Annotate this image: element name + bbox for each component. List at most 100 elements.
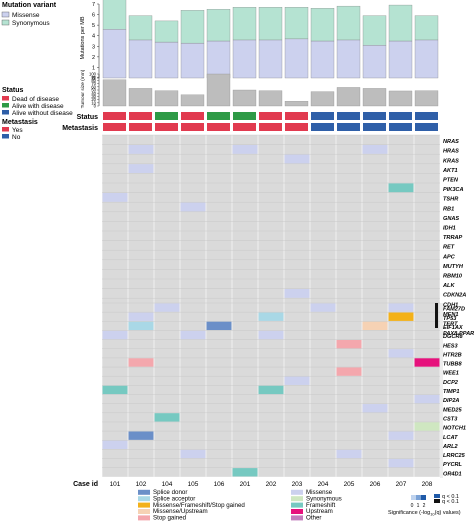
mutations-ytick-label-3: 3	[92, 44, 95, 50]
synonymous-bar-206	[362, 15, 387, 46]
status-row-label: Status	[77, 114, 99, 121]
legend-swatch-upstream	[291, 509, 303, 514]
case-id-102: 102	[136, 481, 147, 488]
case-id-207: 207	[396, 481, 407, 488]
significance-track	[440, 303, 443, 478]
gene-label-tp53: TP53	[443, 316, 457, 322]
cell-arl2-101	[102, 440, 128, 449]
cell-fam27d-104	[154, 303, 180, 312]
gene-label-arl2: ARL2	[442, 444, 458, 450]
missense-bar-206	[362, 45, 387, 79]
case-id-203: 203	[292, 481, 303, 488]
case-id-105: 105	[188, 481, 199, 488]
cell-rb1-105	[180, 202, 206, 212]
no-swatch	[2, 134, 9, 139]
sig-grad-3	[421, 495, 426, 500]
legend-label-splice-acceptor: Splice acceptor	[153, 495, 195, 502]
gene-label-akt1: AKT1	[442, 168, 458, 174]
tumour-bar-206	[362, 88, 387, 107]
mutations-bars	[102, 0, 439, 79]
synonymous-bar-207	[388, 4, 413, 42]
sig-swatch-1	[434, 494, 440, 498]
cell-tshr-101	[102, 193, 128, 202]
cell-tp53-207	[388, 312, 414, 321]
gene-label-lcat: LCAT	[443, 435, 458, 441]
gene-label-hes3: HES3	[443, 343, 459, 349]
status-title: Status	[2, 87, 24, 94]
cell-tp53-202	[258, 312, 284, 321]
cell-cdkn2a-203	[284, 289, 310, 298]
legend-swatch-stop-gained	[138, 515, 150, 521]
mutations-ytick-label-1: 1	[92, 65, 95, 71]
metastasis-cell-207	[389, 123, 412, 131]
mutations-ytick-label-5: 5	[92, 23, 95, 29]
mutations-y-axis: 0 1 2 3 4 5 6 7	[92, 2, 100, 82]
gene-label-fam27d: FAM27D	[443, 307, 465, 313]
cell-fam27d-204	[310, 303, 336, 312]
cell-wee1-205	[336, 367, 362, 376]
missense-bar-105	[180, 42, 205, 79]
gene-label-mutyh: MUTYH	[443, 264, 464, 270]
gene-label-cdh1: CDH1	[443, 302, 458, 308]
clinical-rows: Status Metastasis	[62, 112, 438, 132]
legend-label-missense-frameshift-stop: Missense/Frameshift/Stop gained	[153, 502, 245, 509]
cell-dcp2-203	[284, 376, 310, 385]
missense-bar-207	[388, 40, 413, 79]
cell-akt1-102	[128, 164, 154, 173]
no-label: No	[12, 134, 21, 141]
gene-label-kras: KRAS	[443, 158, 459, 164]
heatmap-bottom: FAM27D TP53 EIF1AX DGCR8 HES3 HTR2B TUBB8 WEE1 D…	[101, 302, 466, 477]
gene-label-med25: MED25	[443, 407, 463, 413]
synonymous-bar-101	[102, 0, 127, 30]
status-cell-106	[207, 112, 230, 120]
mutation-variant-title: Mutation variant	[2, 2, 57, 9]
sig-q-label-1: q < 0.1	[442, 494, 459, 500]
case-id-205: 205	[344, 481, 355, 488]
tumour-ytick-label-6: 60	[91, 84, 96, 89]
dead-swatch	[2, 96, 9, 101]
missense-label: Missense	[12, 12, 40, 19]
metastasis-cell-202	[259, 123, 282, 131]
gene-label-rbm10: RBM10	[443, 274, 463, 280]
sig-swatch-2	[434, 499, 440, 503]
legend-swatch-missense-frameshift-stop	[138, 502, 150, 508]
tumour-ytick-label-7: 70	[91, 81, 96, 86]
missense-bar-201	[232, 39, 257, 79]
mutations-bar-chart: Mutations per MB 0 1 2 3 4 5 6 7	[80, 0, 439, 82]
legend-swatch-synonymous	[291, 496, 303, 502]
gene-label-cst3: CST3	[443, 416, 458, 422]
significance-title: Significance (-log10(q) values)	[388, 510, 461, 517]
tumour-ytick-label-3: 30	[91, 94, 96, 99]
yes-swatch	[2, 127, 9, 132]
cell-timp1-101	[102, 385, 128, 395]
gene-label-dgcr8: DGCR8	[443, 334, 463, 340]
cell-eif1ax-106	[206, 321, 232, 331]
case-id-201: 201	[240, 481, 251, 488]
tumour-ylabel: Tumour size (mm)	[80, 69, 86, 108]
cell-or4d1-201	[232, 468, 258, 477]
gene-label-pten: PTEN	[443, 178, 459, 184]
metastasis-cell-208	[415, 123, 438, 131]
significance-legend: q < 0.1 q < 0.1 0 1 2 Significance (-log…	[388, 494, 461, 517]
missense-bar-203	[284, 38, 309, 79]
synonymous-bar-205	[336, 5, 361, 41]
legend-swatch-frameshift	[291, 502, 303, 508]
legend-swatch-other	[291, 515, 303, 521]
mutations-ytick-label-2: 2	[92, 55, 95, 61]
metastasis-cell-102	[129, 123, 152, 131]
case-id-106: 106	[214, 481, 225, 488]
gene-label-gnas: GNAS	[443, 216, 459, 222]
tumour-ytick-label-8: 80	[91, 78, 96, 83]
synonymous-bar-204	[310, 8, 335, 42]
tumour-bar-106	[206, 73, 231, 107]
status-cell-203	[285, 112, 308, 120]
cell-hras-102	[128, 145, 154, 154]
synonymous-bar-106	[206, 9, 231, 42]
tumour-ytick-label-10: 100	[89, 72, 97, 77]
cell-med25-206	[362, 404, 388, 413]
metastasis-cell-206	[363, 123, 386, 131]
missense-bar-208	[414, 39, 439, 79]
legend-label-frameshift: Frameshift	[306, 502, 336, 509]
